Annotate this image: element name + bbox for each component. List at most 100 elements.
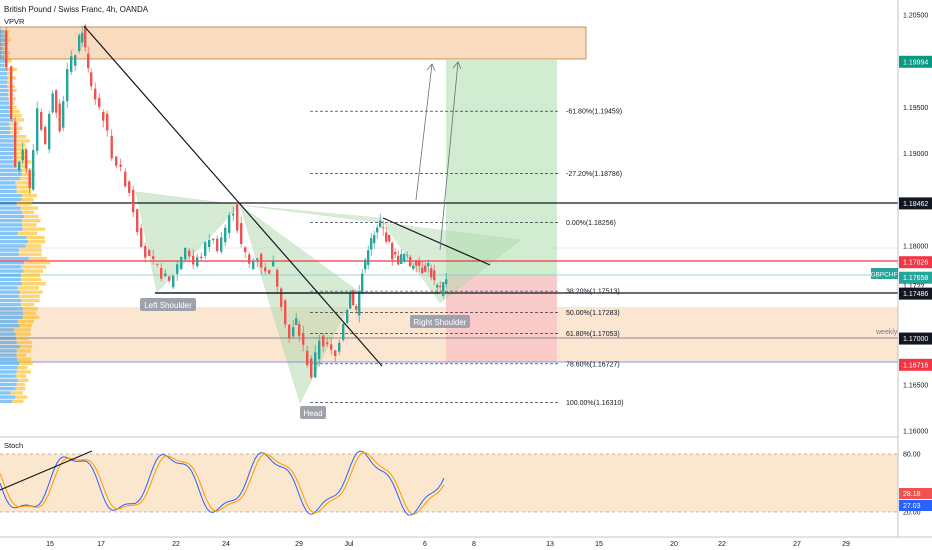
vp-bar-down (16, 382, 26, 387)
candle-body (62, 101, 65, 128)
vp-bar-down (22, 315, 40, 319)
vp-bar-down (24, 261, 51, 265)
vp-bar-down (8, 67, 17, 72)
candle-body (176, 264, 179, 274)
vp-bar-up (0, 223, 23, 227)
vp-bar-up (0, 387, 16, 391)
vp-bar-down (6, 38, 12, 42)
candle-body (128, 181, 131, 193)
vp-bar-up (0, 361, 20, 366)
candle-body (74, 55, 77, 66)
price-tick-2: 1.19500 (903, 105, 928, 112)
vp-bar-up (0, 147, 17, 151)
candle-body (292, 327, 295, 337)
vp-bar-down (17, 231, 38, 235)
vp-bar-up (0, 332, 16, 336)
vp-bar-up (0, 88, 9, 93)
candle-body (212, 238, 215, 241)
vp-bar-up (0, 214, 24, 219)
candle-body (136, 209, 139, 233)
pattern-labels: Left Shoulder Head Right Shoulder (140, 298, 470, 419)
candle-body (388, 235, 391, 242)
vp-bar-down (28, 256, 47, 261)
vp-bar-down (9, 109, 20, 114)
candle-body (442, 282, 445, 296)
zone-label-weekly: weekly (875, 329, 898, 336)
vp-bar-down (10, 391, 23, 395)
candle-body (406, 255, 409, 257)
candle-body (418, 261, 421, 266)
vp-bar-up (0, 130, 11, 135)
candle-body (397, 255, 400, 265)
vp-bar-up (0, 105, 11, 109)
supply-zone (0, 26, 587, 60)
vp-bar-up (0, 269, 24, 273)
right-shoulder-label-bg (410, 315, 470, 328)
vp-bar-up (0, 55, 5, 59)
vp-bar-up (0, 206, 21, 210)
time-axis[interactable]: 15 17 22 24 29 Jul 6 8 13 15 20 22 27 29 (0, 536, 932, 550)
candle-body (276, 269, 279, 287)
candle-body (439, 286, 442, 288)
candle-body (115, 156, 118, 166)
vp-bar-up (0, 290, 20, 294)
vp-bar-down (17, 319, 34, 324)
candle-body (298, 324, 301, 336)
vp-bar-up (0, 370, 17, 374)
vp-bar-down (15, 135, 27, 139)
candle-body (445, 279, 448, 285)
candle-body (208, 239, 211, 248)
vp-bar-up (0, 114, 12, 118)
price-axis[interactable]: 1.205001.200001.195001.190001.185001.180… (897, 0, 932, 550)
price-label-5: 1.17000 (903, 336, 928, 343)
candle-body (358, 291, 361, 316)
vp-bar-up (0, 160, 15, 164)
downtrend-line (83, 25, 383, 367)
candle-body (326, 342, 329, 345)
vp-bar-up (0, 109, 10, 114)
stoch-panel (0, 436, 932, 516)
candle-body (252, 260, 255, 270)
vp-bar-up (0, 227, 23, 231)
time-tick-11: 22 (718, 541, 726, 548)
vp-bar-down (20, 206, 39, 210)
candle-body (172, 275, 175, 288)
vp-bar-down (11, 114, 22, 118)
candle-body (376, 227, 379, 233)
vp-bar-up (0, 340, 17, 345)
candle-body (90, 72, 93, 87)
candle-body (192, 255, 195, 265)
vp-bar-up (0, 240, 29, 244)
price-label-2: 1.17826 (903, 260, 928, 267)
time-tick-6: 6 (423, 541, 427, 548)
fib-label-6: 78.60%(1.16727) (566, 361, 620, 368)
candle-body (81, 32, 84, 43)
trendlines (83, 25, 491, 367)
candles-layer (5, 23, 448, 380)
vp-bar-down (16, 185, 32, 189)
candle-body (148, 250, 151, 256)
vp-bar-down (7, 59, 12, 63)
vpvr-indicator-label[interactable]: VPVR (4, 17, 25, 26)
vp-bar-up (0, 277, 21, 282)
stoch-tick-1: 20.00 (903, 510, 921, 517)
vp-bar-down (14, 160, 32, 164)
vp-bar-up (0, 193, 23, 198)
candle-body (164, 273, 167, 277)
vp-bar-down (19, 361, 33, 366)
vp-bar-up (0, 164, 17, 168)
candle-body (204, 242, 207, 256)
time-axis-bg (0, 537, 932, 550)
vp-bar-down (28, 240, 46, 244)
vp-bar-up (0, 202, 17, 206)
vp-bar-up (0, 181, 16, 185)
vp-bar-up (0, 307, 23, 311)
candle-body (200, 256, 203, 259)
pattern-layer (135, 191, 521, 404)
vp-bar-up (0, 84, 8, 88)
projection-arrow-2 (439, 61, 459, 251)
price-label-bg-0 (899, 55, 932, 68)
vp-bar-down (15, 181, 34, 185)
vp-bar-up (0, 324, 20, 328)
